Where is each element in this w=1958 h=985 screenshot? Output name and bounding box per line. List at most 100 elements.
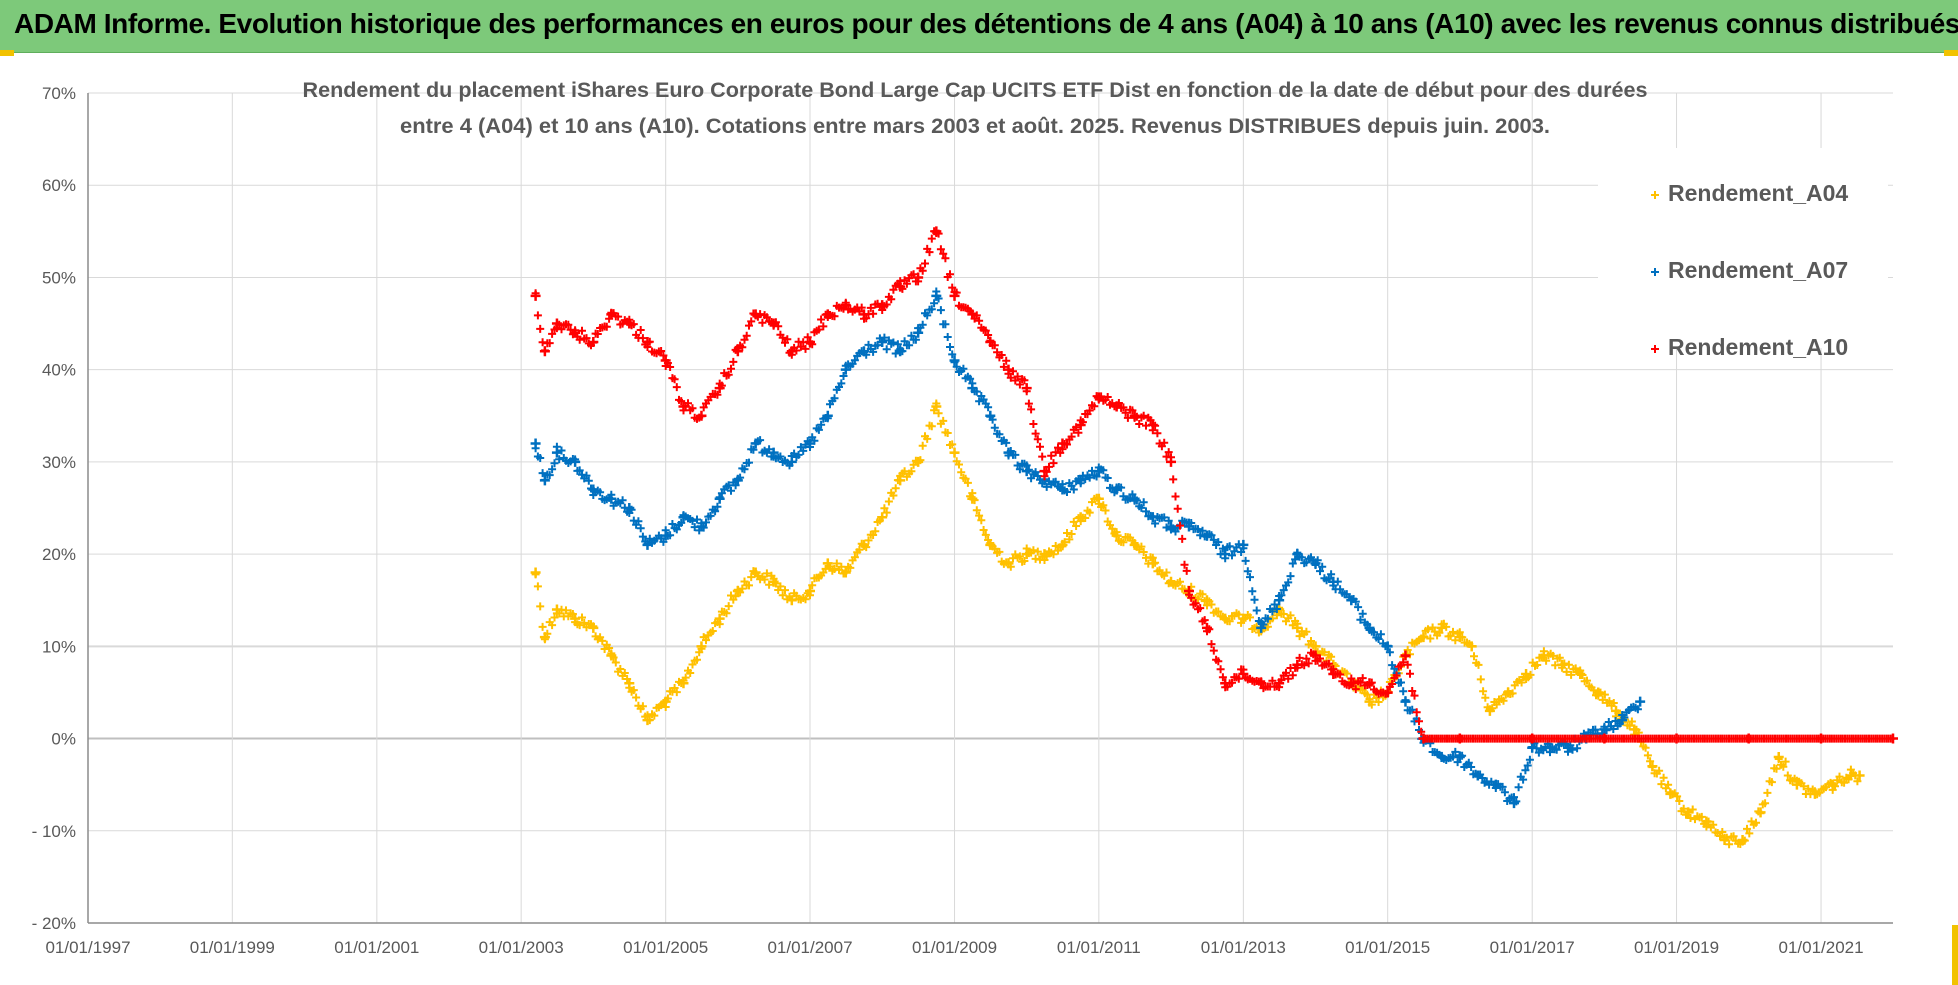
data-point [913, 272, 924, 283]
data-point [1809, 788, 1820, 799]
data-point [1635, 696, 1646, 707]
data-point [624, 503, 635, 513]
series-Rendement_A10 [530, 226, 1898, 744]
data-point [1183, 521, 1194, 532]
data-point [660, 355, 671, 366]
data-point [895, 475, 906, 486]
data-point [1075, 475, 1086, 486]
data-point [1454, 733, 1465, 744]
data-point [840, 364, 851, 375]
data-point [1538, 650, 1549, 661]
data-point [1599, 724, 1610, 735]
data-point [1201, 595, 1212, 606]
data-point [750, 438, 761, 449]
data-point [714, 383, 725, 394]
data-point [1111, 401, 1122, 412]
y-tick-label: 60% [42, 176, 76, 195]
data-point [1346, 678, 1357, 689]
data-point [642, 337, 653, 347]
x-tick-label: 01/01/2007 [767, 938, 852, 957]
data-point [1527, 742, 1538, 753]
data-point [1220, 678, 1231, 689]
data-point [1665, 788, 1676, 799]
data-point [1057, 438, 1068, 449]
legend-label: Rendement_A10 [1668, 334, 1848, 360]
data-point [931, 401, 942, 412]
data-point [822, 410, 833, 421]
data-point [1292, 659, 1303, 670]
corner-accent-bottom-right [1952, 925, 1958, 985]
data-point [1274, 678, 1285, 689]
y-tick-label: 30% [42, 453, 76, 472]
data-point [1791, 779, 1802, 790]
data-point [1527, 733, 1538, 744]
y-tick-label: 20% [42, 545, 76, 564]
data-point [949, 290, 960, 301]
data-point [1039, 466, 1050, 477]
data-point [539, 475, 550, 486]
data-point [1382, 641, 1393, 652]
data-point [985, 539, 996, 550]
legend-marker [1651, 191, 1659, 199]
x-tick-label: 01/01/2015 [1345, 938, 1430, 957]
data-point [1039, 549, 1050, 560]
corner-accent-left [0, 50, 14, 56]
data-point [858, 539, 869, 550]
data-point [588, 622, 599, 633]
data-point [1503, 687, 1514, 698]
data-point [1147, 420, 1158, 430]
page-title: ADAM Informe. Evolution historique des p… [14, 8, 1958, 39]
data-point [1147, 558, 1158, 569]
data-point [1773, 752, 1784, 762]
data-point [1310, 558, 1321, 569]
y-tick-label: - 20% [32, 914, 76, 933]
data-point [1436, 752, 1447, 762]
data-point [551, 318, 562, 329]
data-point [1238, 669, 1249, 679]
data-point [1256, 622, 1267, 633]
data-point [786, 595, 797, 606]
x-tick-label: 01/01/2017 [1490, 938, 1575, 957]
x-tick-label: 01/01/2011 [1057, 938, 1141, 957]
chart-title-line-2: entre 4 (A04) et 10 ans (A10). Cotations… [400, 115, 1550, 138]
data-point [967, 383, 978, 394]
axes [87, 93, 1893, 924]
data-point [1845, 770, 1856, 781]
data-point [588, 337, 599, 347]
x-tick-label: 01/01/2021 [1778, 938, 1863, 957]
data-point [1093, 466, 1104, 477]
data-point [1129, 493, 1140, 504]
data-point [1743, 733, 1754, 744]
legend-label: Rendement_A04 [1668, 180, 1848, 206]
data-point [1454, 632, 1465, 643]
data-point [1544, 742, 1555, 753]
y-tick-label: 0% [51, 730, 76, 749]
data-point [1166, 521, 1176, 532]
data-point [1346, 595, 1357, 606]
data-point [1888, 733, 1898, 744]
data-point [786, 456, 797, 467]
data-point [530, 567, 541, 578]
legend-label: Rendement_A07 [1668, 257, 1848, 283]
data-point [822, 558, 833, 569]
data-point [606, 309, 617, 320]
series-Rendement_A07 [530, 287, 1646, 809]
data-point [750, 567, 761, 578]
data-point [1057, 484, 1068, 495]
data-point [732, 475, 743, 486]
data-point [1400, 650, 1411, 661]
x-tick-label: 01/01/2001 [334, 938, 419, 957]
data-point [678, 401, 689, 412]
data-point [895, 281, 906, 292]
data-point [570, 613, 581, 624]
y-tick-label: 10% [42, 637, 76, 656]
data-point [606, 493, 617, 504]
data-point [913, 456, 924, 467]
data-point [678, 512, 689, 523]
legend: Rendement_A04 Rendement_A07 Rendement_A10 [1598, 148, 1888, 360]
data-point [1111, 484, 1122, 495]
data-point [1075, 512, 1086, 523]
data-point [1003, 558, 1014, 569]
data-point [985, 410, 996, 421]
data-point [967, 493, 978, 504]
